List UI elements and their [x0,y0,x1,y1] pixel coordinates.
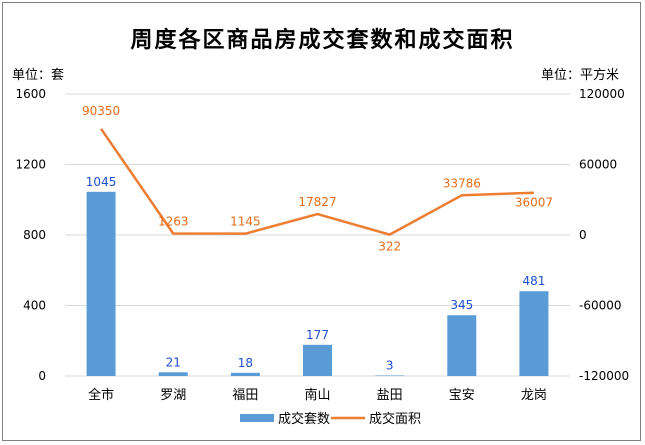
bar-盐田 [375,375,405,376]
left-axis-unit: 单位：套 [12,68,65,83]
bar-data-label: 3 [386,358,394,372]
x-axis-category-label: 盐田 [377,388,403,403]
line-data-label: 36007 [515,196,553,210]
right-axis-tick-label: 0 [579,228,587,242]
x-axis-category-label: 龙岗 [521,388,547,403]
line-data-label: 33786 [443,176,481,190]
bar-data-label: 18 [238,356,253,370]
bar-龙岗 [519,291,549,376]
right-axis-tick-label: -120000 [579,369,629,383]
line-data-label: 1145 [230,215,261,229]
legend-label-bar: 成交套数 [278,411,330,427]
x-axis-category-label: 宝安 [449,388,475,403]
left-axis-tick-label: 800 [23,228,46,242]
bar-罗湖 [158,372,188,376]
left-axis-tick-label: 1600 [15,87,46,101]
bar-data-label: 481 [522,274,545,288]
legend-swatch-bar [240,414,274,422]
right-axis-tick-label: 120000 [579,87,625,101]
left-axis-tick-label: 0 [38,369,46,383]
x-axis-category-label: 罗湖 [160,388,186,403]
bar-南山 [303,344,332,376]
line-data-label: 1263 [158,215,189,229]
legend-label-line: 成交面积 [369,411,421,427]
bar-data-label: 21 [166,355,181,369]
line-data-label: 322 [378,240,401,254]
bar-宝安 [447,315,477,376]
line-series-area [100,128,534,236]
bar-data-label: 177 [306,328,329,342]
chart-title: 周度各区商品房成交套数和成交面积 [130,27,515,53]
line-data-label: 17827 [298,195,336,209]
right-axis-tick-label: -60000 [579,299,622,313]
bar-data-label: 345 [450,298,473,312]
x-axis-category-label: 全市 [88,387,114,403]
line-data-label: 90350 [82,104,120,118]
left-axis-tick-label: 1200 [15,158,46,172]
right-axis-tick-label: 60000 [579,158,617,172]
x-axis-category-label: 南山 [304,387,330,403]
bar-data-label: 1045 [86,175,117,189]
bar-全市 [86,191,116,376]
left-axis-tick-label: 400 [23,299,46,313]
right-axis-unit: 单位：平方米 [540,68,619,83]
x-axis-category-label: 福田 [232,388,258,403]
bar-福田 [230,372,260,376]
